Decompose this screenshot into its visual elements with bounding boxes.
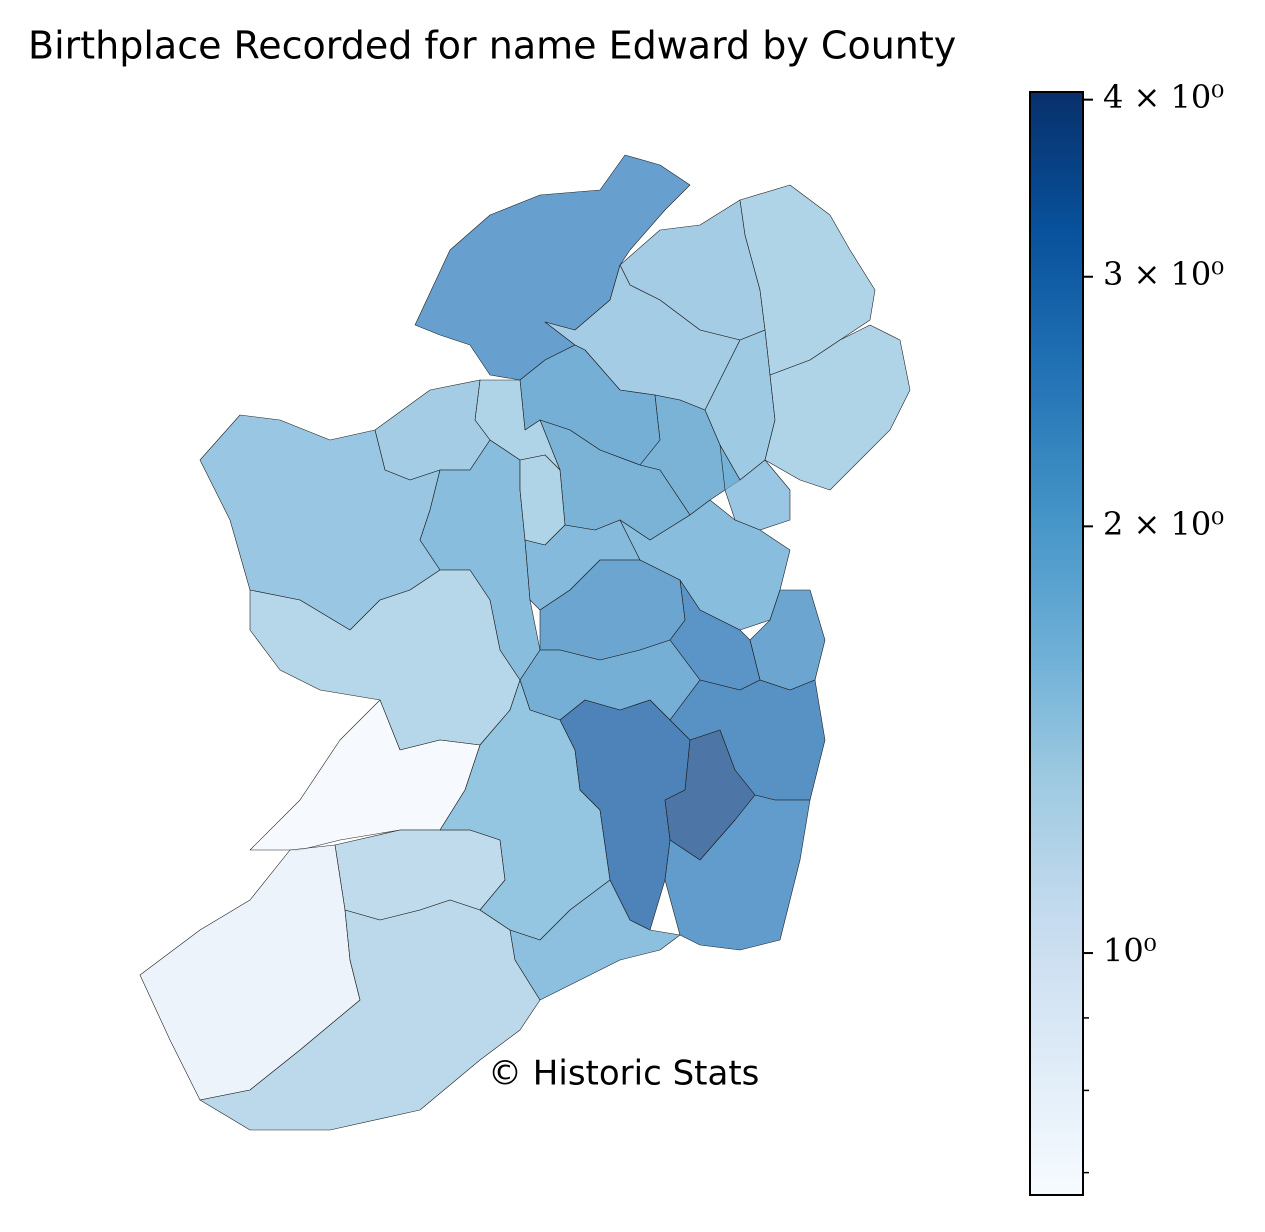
county [664,794,811,951]
colorbar-ticks: 10⁰ 2 × 10⁰ 3 × 10⁰ 4 × 10⁰ [1083,78,1224,1174]
colorbar [1030,92,1083,1195]
colorbar-tick-label: 3 × 10⁰ [1103,255,1224,293]
colorbar-frame [1029,91,1084,1196]
colorbar-tick-label: 2 × 10⁰ [1103,505,1224,543]
county [334,829,506,921]
county [199,899,541,1131]
chart-title: Birthplace Recorded for name Edward by C… [28,24,956,68]
colorbar-tick-label: 4 × 10⁰ [1103,78,1224,116]
colorbar-tick-label: 10⁰ [1103,932,1157,970]
county [374,379,491,481]
county-layer [139,154,911,1131]
annotation: © Historic Stats [488,1054,759,1094]
county [719,444,791,531]
